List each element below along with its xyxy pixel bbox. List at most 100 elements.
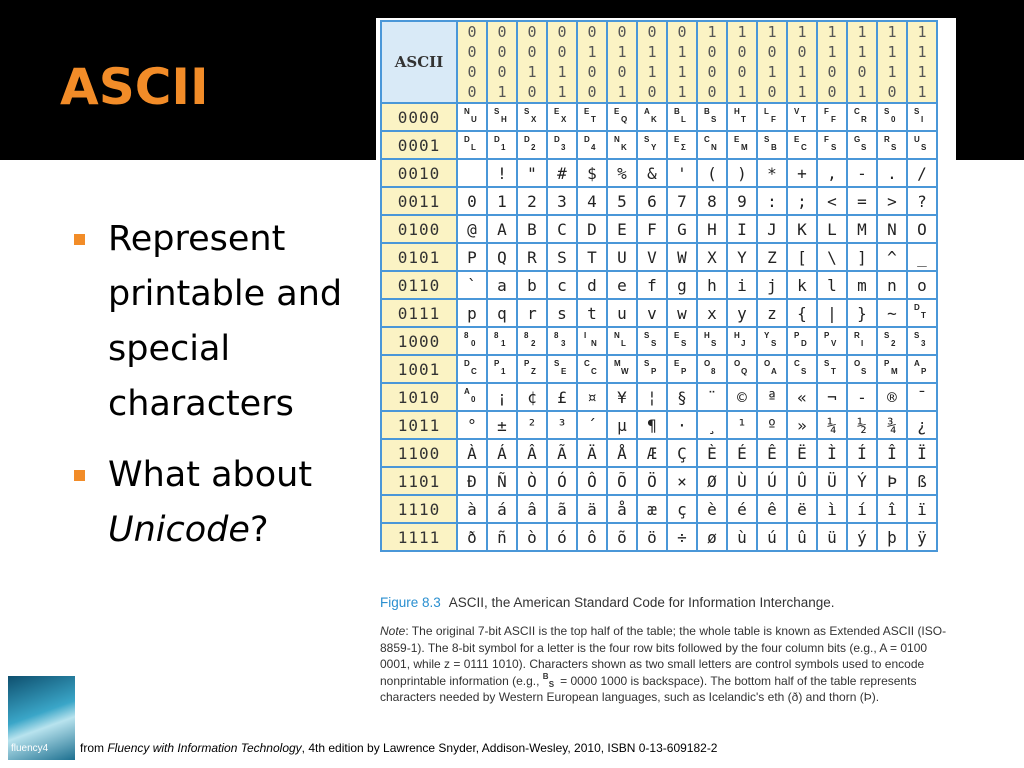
control-bottom: S bbox=[711, 115, 717, 124]
char-cell: æ bbox=[636, 494, 668, 524]
char-cell: X bbox=[696, 242, 728, 272]
char-cell: º bbox=[756, 410, 788, 440]
char-cell: G bbox=[666, 214, 698, 244]
char-cell: ¢ bbox=[516, 382, 548, 412]
char-cell: ÿ bbox=[906, 522, 938, 552]
empty-cell bbox=[456, 158, 488, 188]
bullet-list: Represent printable and special characte… bbox=[72, 212, 352, 574]
char-cell: 2 bbox=[516, 186, 548, 216]
char-cell: â bbox=[516, 494, 548, 524]
char-cell: ¸ bbox=[696, 410, 728, 440]
char-cell: ¯ bbox=[906, 382, 938, 412]
row-header: 1110 bbox=[380, 494, 458, 524]
column-bits: 0110 bbox=[647, 23, 657, 101]
char-cell: Ã bbox=[546, 438, 578, 468]
control-top: E bbox=[734, 135, 740, 144]
char-cell: Í bbox=[846, 438, 878, 468]
char-cell: i bbox=[726, 270, 758, 300]
char-cell: b bbox=[516, 270, 548, 300]
char-cell: r bbox=[516, 298, 548, 328]
control-top: E bbox=[554, 107, 560, 116]
char-cell: d bbox=[576, 270, 608, 300]
control-top: S bbox=[524, 107, 530, 116]
control-top: O bbox=[854, 359, 861, 368]
char-cell: % bbox=[606, 158, 638, 188]
control-bottom: T bbox=[801, 115, 806, 124]
control-top: 8 bbox=[494, 331, 499, 340]
control-top: P bbox=[884, 359, 890, 368]
char-cell: Ñ bbox=[486, 466, 518, 496]
char-cell: m bbox=[846, 270, 878, 300]
control-top: Y bbox=[764, 331, 770, 340]
control-bottom: C bbox=[801, 143, 807, 152]
control-bottom: Y bbox=[651, 143, 657, 152]
row-header: 0111 bbox=[380, 298, 458, 328]
char-cell: | bbox=[816, 298, 848, 328]
control-top: S bbox=[914, 107, 920, 116]
control-top: D bbox=[464, 135, 470, 144]
char-cell: É bbox=[726, 438, 758, 468]
char-cell: ) bbox=[726, 158, 758, 188]
char-cell: Ï bbox=[906, 438, 938, 468]
char-cell: a bbox=[486, 270, 518, 300]
control-top: D bbox=[494, 135, 500, 144]
char-cell: z bbox=[756, 298, 788, 328]
control-bottom: Q bbox=[741, 367, 748, 376]
control-bottom: 4 bbox=[591, 143, 596, 152]
table-row: 1111 ð ñ ò ó ô õ ö ÷ ø ù ú û ü ý þ ÿ bbox=[380, 522, 938, 552]
note-label: Note bbox=[380, 624, 406, 638]
control-bottom: S bbox=[711, 339, 717, 348]
column-header: 0010 bbox=[516, 20, 548, 104]
table-row: 1001 D C P 1 P Z S E C C M W S P E P O 8 O Q O A C S S T O S P M A P bbox=[380, 354, 938, 384]
char-cell: § bbox=[666, 382, 698, 412]
char-cell: - bbox=[846, 382, 878, 412]
control-top: M bbox=[614, 359, 621, 368]
control-bottom: T bbox=[591, 115, 596, 124]
char-cell: l bbox=[816, 270, 848, 300]
char-cell: v bbox=[636, 298, 668, 328]
control-top: A bbox=[464, 387, 470, 396]
table-row: 0101 P Q R S T U V W X Y Z[\] ^ _ bbox=[380, 242, 938, 272]
control-top: B bbox=[674, 107, 680, 116]
row-header: 0010 bbox=[380, 158, 458, 188]
column-header: 0000 bbox=[456, 20, 488, 104]
char-cell: ü bbox=[816, 522, 848, 552]
column-header: 0100 bbox=[576, 20, 608, 104]
char-cell: µ bbox=[606, 410, 638, 440]
bullet: What about Unicode? bbox=[72, 448, 352, 558]
control-top: E bbox=[674, 331, 680, 340]
char-cell: ð bbox=[456, 522, 488, 552]
char-cell: Q bbox=[486, 242, 518, 272]
char-cell: ã bbox=[546, 494, 578, 524]
table-row: 0001 D L D 1 D 2 D 3 D 4 N K S Y E Σ C N E M S B E C F S G S R S U S bbox=[380, 130, 938, 160]
char-cell: ï bbox=[906, 494, 938, 524]
control-top: B bbox=[704, 107, 710, 116]
book-thumbnail: fluency4 bbox=[8, 676, 75, 760]
char-cell: - bbox=[846, 158, 878, 188]
char-cell: Û bbox=[786, 466, 818, 496]
control-top: F bbox=[824, 107, 829, 116]
char-cell: s bbox=[546, 298, 578, 328]
char-cell: Ò bbox=[516, 466, 548, 496]
char-cell: \ bbox=[816, 242, 848, 272]
char-cell: © bbox=[726, 382, 758, 412]
control-bottom: 2 bbox=[891, 339, 896, 348]
